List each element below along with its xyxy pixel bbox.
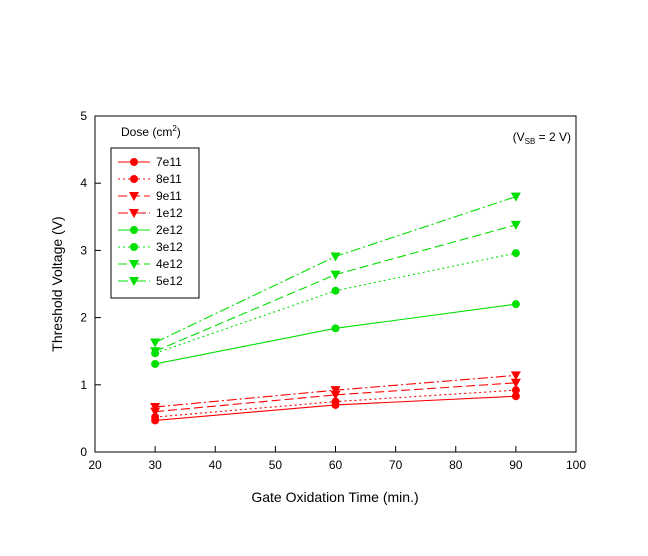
x-axis-label: Gate Oxidation Time (min.) bbox=[251, 489, 418, 505]
series-3e12 bbox=[151, 249, 520, 358]
x-tick-label: 90 bbox=[509, 458, 523, 472]
x-tick-label: 40 bbox=[209, 458, 223, 472]
x-axis: 20 30 40 50 60 70 80 90 100 bbox=[88, 446, 586, 472]
legend-item: 1e12 bbox=[118, 206, 183, 220]
series-line bbox=[155, 382, 516, 413]
data-point bbox=[150, 347, 161, 357]
legend-label: 3e12 bbox=[156, 240, 183, 254]
series-9e11 bbox=[150, 378, 521, 417]
data-point bbox=[510, 192, 521, 202]
legend-marker bbox=[129, 277, 139, 286]
legend-box bbox=[110, 147, 200, 299]
legend-title: Dose (cm2) bbox=[121, 124, 181, 139]
data-point bbox=[511, 300, 520, 309]
series-line bbox=[154, 196, 517, 343]
y-axis: 0 1 2 3 4 5 bbox=[80, 109, 101, 459]
legend-label: 5e12 bbox=[156, 274, 183, 288]
data-point bbox=[151, 359, 160, 368]
x-tick-label: 20 bbox=[88, 458, 102, 472]
y-tick-label: 4 bbox=[80, 176, 87, 190]
legend-item: 4e12 bbox=[118, 257, 183, 271]
data-point bbox=[150, 338, 161, 348]
legend-label: 4e12 bbox=[156, 257, 183, 271]
legend-item: 7e11 bbox=[118, 155, 182, 169]
data-point bbox=[510, 371, 521, 381]
legend-label: 7e11 bbox=[156, 155, 182, 169]
y-axis-label: Threshold Voltage (V) bbox=[49, 216, 65, 351]
legend-marker bbox=[129, 260, 139, 269]
y-tick-label: 2 bbox=[80, 311, 87, 325]
data-point bbox=[331, 397, 340, 406]
series-1e12 bbox=[150, 371, 521, 412]
legend-marker bbox=[130, 158, 138, 166]
legend: 7e11 8e11 9e11 1e12 2e12 3e12 4e12 5e12 bbox=[118, 155, 183, 288]
x-tick-label: 60 bbox=[329, 458, 343, 472]
y-tick-label: 1 bbox=[80, 378, 87, 392]
y-tick-label: 3 bbox=[80, 243, 87, 257]
series-2e12 bbox=[151, 300, 520, 368]
data-point bbox=[330, 270, 341, 280]
series-5e12 bbox=[150, 192, 521, 348]
legend-label: 2e12 bbox=[156, 223, 183, 237]
data-point bbox=[151, 413, 160, 422]
x-tick-label: 30 bbox=[148, 458, 162, 472]
legend-item: 8e11 bbox=[118, 172, 182, 186]
legend-marker bbox=[130, 226, 138, 234]
legend-item: 5e12 bbox=[118, 274, 183, 288]
data-point bbox=[150, 407, 161, 417]
series-layer bbox=[150, 192, 521, 425]
legend-label: 8e11 bbox=[156, 172, 182, 186]
legend-marker bbox=[129, 209, 139, 218]
data-point bbox=[510, 220, 521, 230]
series-line bbox=[155, 303, 516, 365]
series-line bbox=[154, 252, 516, 354]
series-8e11 bbox=[151, 386, 520, 422]
data-point bbox=[330, 386, 341, 396]
data-point bbox=[511, 392, 520, 401]
legend-label: 9e11 bbox=[156, 189, 182, 203]
legend-item: 9e11 bbox=[118, 189, 182, 203]
x-tick-label: 50 bbox=[269, 458, 283, 472]
annotation-vsb: (VSB = 2 V) bbox=[513, 130, 571, 146]
legend-label: 1e12 bbox=[156, 206, 183, 220]
y-tick-label: 0 bbox=[80, 445, 87, 459]
legend-item: 2e12 bbox=[118, 223, 183, 237]
data-point bbox=[511, 249, 520, 258]
data-point bbox=[330, 252, 341, 262]
data-point bbox=[331, 286, 340, 295]
x-tick-label: 100 bbox=[566, 458, 586, 472]
data-point bbox=[510, 378, 521, 388]
y-tick-label: 5 bbox=[80, 109, 87, 123]
legend-marker bbox=[130, 243, 138, 251]
x-tick-label: 70 bbox=[389, 458, 403, 472]
x-tick-label: 80 bbox=[449, 458, 463, 472]
legend-marker bbox=[130, 175, 138, 183]
data-point bbox=[331, 324, 340, 333]
data-point bbox=[330, 390, 341, 400]
data-point bbox=[511, 386, 520, 395]
data-point bbox=[150, 402, 161, 412]
legend-item: 3e12 bbox=[118, 240, 183, 254]
series-4e12 bbox=[150, 220, 521, 357]
legend-marker bbox=[129, 192, 139, 201]
